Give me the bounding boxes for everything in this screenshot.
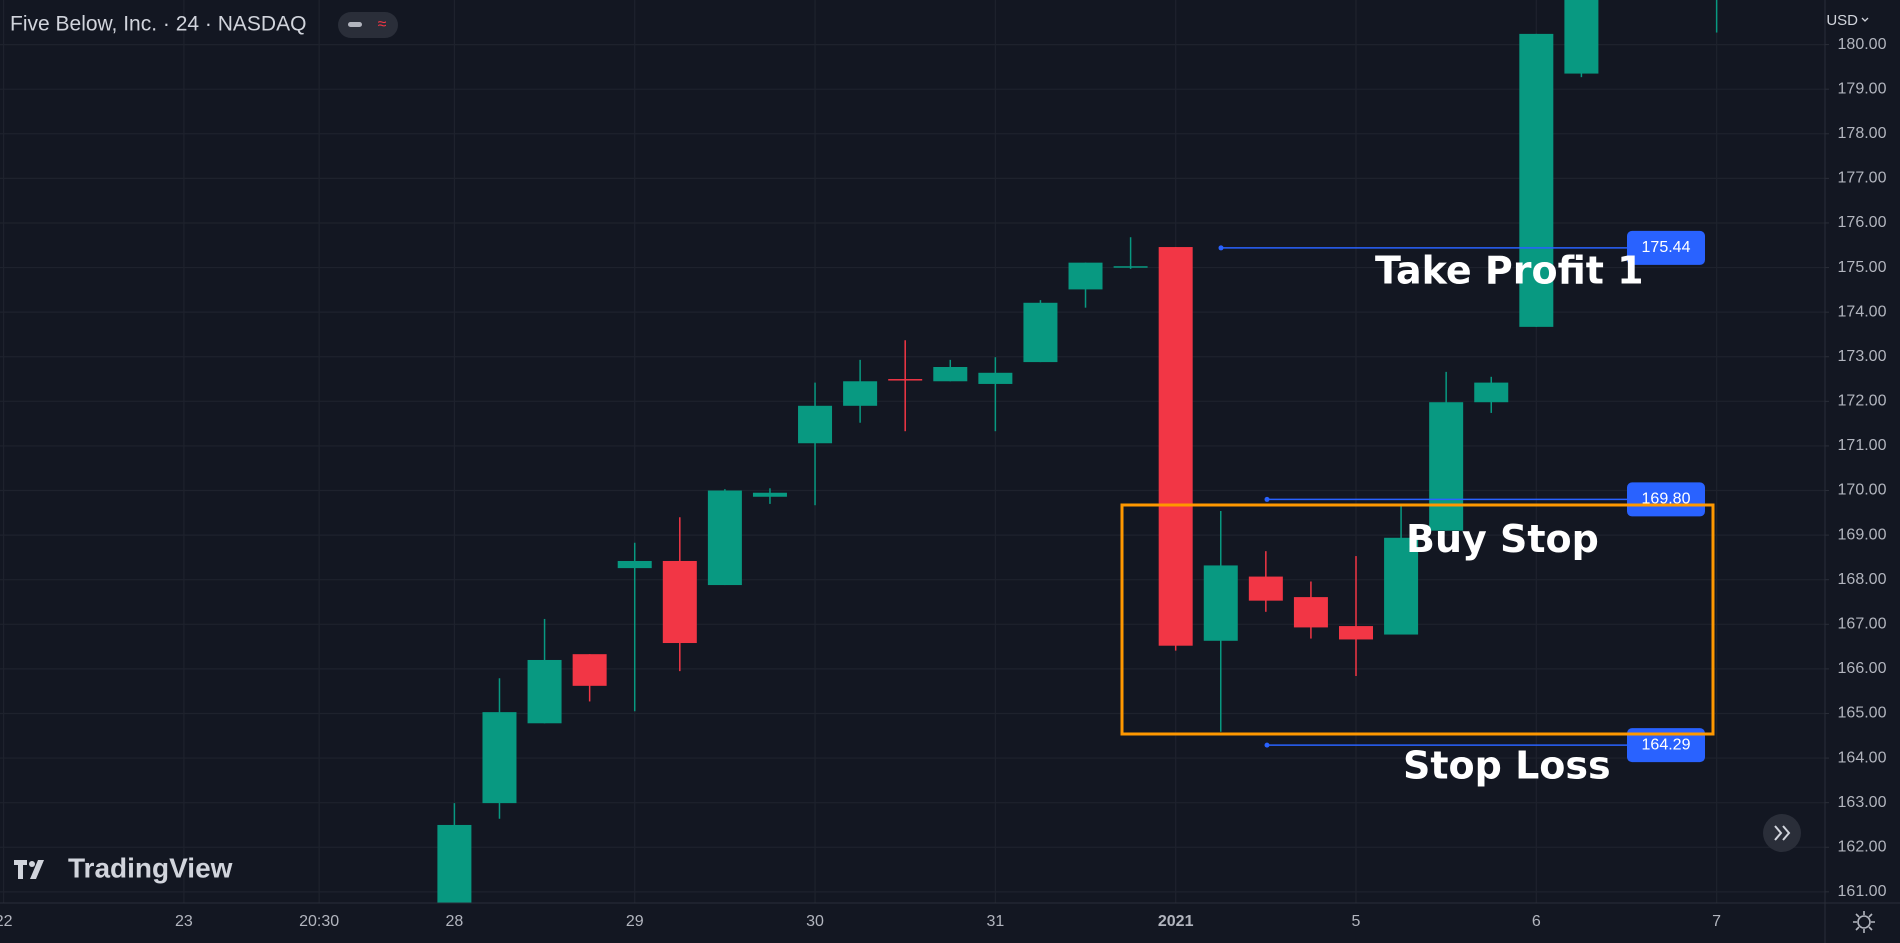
y-tick-label: 177.00: [1838, 170, 1887, 187]
candle-body: [1474, 382, 1509, 403]
y-tick-label: 162.00: [1838, 838, 1887, 855]
candle-body: [888, 379, 923, 381]
candle-body: [662, 560, 697, 644]
range-box: [1120, 503, 1715, 736]
candle-body: [752, 492, 787, 497]
y-tick-label: 163.00: [1838, 794, 1887, 811]
y-tick-label: 173.00: [1838, 348, 1887, 365]
y-tick-label: 161.00: [1838, 883, 1887, 900]
level-badge: [1627, 230, 1705, 265]
candle-body: [1068, 262, 1103, 290]
x-tick-label: 23: [175, 913, 193, 930]
y-tick-label: 172.00: [1838, 393, 1887, 410]
candle-body: [1429, 402, 1464, 531]
candle-body: [843, 381, 878, 406]
settings-button[interactable]: [1853, 911, 1875, 933]
candle-body: [482, 712, 517, 804]
x-tick-label: 7: [1712, 913, 1721, 930]
level-badge: [1627, 482, 1705, 517]
candle-body: [1564, 0, 1599, 74]
annotation-text: Take Profit 1: [1375, 248, 1644, 292]
watermark-logo: [14, 860, 44, 879]
candle-body: [798, 405, 833, 444]
axes: 161.00 162.00 163.00 164.00 165.00 166.00 167.…: [0, 36, 1887, 930]
candle-body: [1158, 247, 1193, 646]
y-tick-label: 170.00: [1838, 482, 1887, 499]
level-handle: [1218, 245, 1224, 251]
x-tick-label: 6: [1532, 913, 1541, 930]
level-value-label: 169.80: [1642, 491, 1691, 508]
status-icon: ≈: [378, 16, 387, 33]
y-tick-label: 175.00: [1838, 259, 1887, 276]
candle-body: [1203, 565, 1238, 641]
candle-body: [1339, 626, 1373, 640]
y-tick-label: 166.00: [1838, 660, 1887, 677]
currency-caret: [1861, 17, 1869, 22]
scroll-icon: [1774, 825, 1791, 841]
y-tick-label: 171.00: [1838, 437, 1887, 454]
y-tick-label: 179.00: [1838, 80, 1887, 97]
candle-body: [978, 372, 1013, 384]
y-tick-label: 165.00: [1838, 705, 1887, 722]
annotation-text: Stop Loss: [1403, 744, 1611, 788]
y-tick-label: 174.00: [1838, 303, 1887, 320]
candle-body: [437, 824, 472, 903]
candle-body: [1384, 537, 1419, 635]
candle-body: [1113, 266, 1148, 268]
candle-body: [933, 366, 968, 382]
x-tick-label: 20:30: [299, 913, 339, 930]
x-tick-label: 28: [446, 913, 464, 930]
level-value-label: 164.29: [1642, 736, 1691, 753]
y-tick-label: 169.00: [1838, 526, 1887, 543]
candle-body: [707, 490, 742, 586]
level-handle: [1264, 496, 1270, 502]
x-tick-label: 30: [806, 913, 824, 930]
x-tick-label: 29: [626, 913, 644, 930]
candle-body: [617, 560, 652, 569]
candle-body: [1248, 576, 1283, 601]
y-tick-label: 164.00: [1838, 749, 1887, 766]
y-tick-label: 168.00: [1838, 571, 1887, 588]
currency[interactable]: USD: [1826, 12, 1858, 29]
annotation-text: Buy Stop: [1406, 517, 1599, 561]
status-pill[interactable]: [338, 12, 398, 38]
y-tick-label: 167.00: [1838, 616, 1887, 633]
level-badge: [1627, 728, 1705, 763]
symbol-title: Five Below, Inc. · 24 · NASDAQ: [10, 13, 306, 36]
y-tick-label: 176.00: [1838, 214, 1887, 231]
x-tick-label: 31: [986, 913, 1004, 930]
x-tick-label: 2021: [1158, 913, 1194, 930]
level-handle: [1264, 742, 1270, 748]
candle-body: [572, 654, 607, 686]
candle-body: [527, 659, 562, 724]
status-icon: [348, 22, 362, 27]
y-tick-label: 180.00: [1838, 36, 1887, 53]
watermark: TradingView: [68, 852, 233, 883]
y-tick-label: 178.00: [1838, 125, 1887, 142]
candle-body: [1023, 302, 1058, 363]
candle-body: [1519, 33, 1554, 327]
plot-area: [437, 0, 1718, 903]
x-tick-label: 5: [1352, 913, 1361, 930]
level-value-label: 175.44: [1642, 239, 1691, 256]
x-tick-label: 22: [0, 913, 13, 930]
candle-body: [1293, 597, 1328, 628]
